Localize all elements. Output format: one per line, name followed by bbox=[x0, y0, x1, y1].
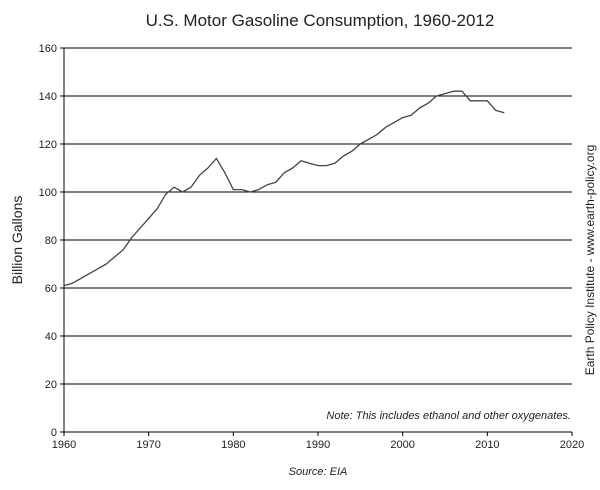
y-tick-label-0: 0 bbox=[51, 427, 57, 439]
gridlines bbox=[64, 47, 572, 385]
y-tick-label-60: 60 bbox=[45, 283, 57, 295]
x-tick-label-1990: 1990 bbox=[306, 439, 330, 451]
y-tick-label-120: 120 bbox=[39, 139, 57, 151]
chart-credit: Earth Policy Institute - www.earth-polic… bbox=[583, 145, 597, 376]
y-tick-label-20: 20 bbox=[45, 379, 57, 391]
y-tick-label-160: 160 bbox=[39, 43, 57, 55]
y-tick-label-100: 100 bbox=[39, 187, 57, 199]
x-tick-label-1960: 1960 bbox=[52, 439, 76, 451]
y-tick-labels: 0 20 40 60 80 100 120 140 160 bbox=[39, 43, 64, 439]
x-tick-label-2010: 2010 bbox=[475, 439, 499, 451]
y-axis-label: Billion Gallons bbox=[9, 196, 25, 285]
y-tick-label-40: 40 bbox=[45, 331, 57, 343]
x-tick-label-1980: 1980 bbox=[221, 439, 245, 451]
chart-note: Note: This includes ethanol and other ox… bbox=[326, 410, 571, 422]
x-tick-label-2000: 2000 bbox=[390, 439, 414, 451]
x-tick-label-1970: 1970 bbox=[136, 439, 160, 451]
x-tick-label-2020: 2020 bbox=[560, 439, 584, 451]
x-tick-labels: 1960 1970 1980 1990 2000 2010 2020 bbox=[52, 432, 584, 451]
chart-source: Source: EIA bbox=[289, 466, 348, 478]
y-tick-label-80: 80 bbox=[45, 235, 57, 247]
series-line-0 bbox=[63, 90, 505, 287]
chart-title: U.S. Motor Gasoline Consumption, 1960-20… bbox=[146, 11, 495, 30]
y-tick-label-140: 140 bbox=[39, 91, 57, 103]
series-layer bbox=[63, 90, 505, 287]
